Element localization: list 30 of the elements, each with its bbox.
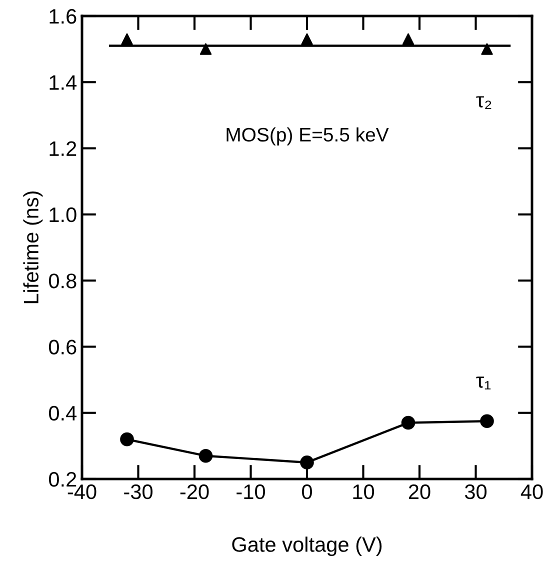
point xyxy=(300,456,314,470)
x-tick-label: -20 xyxy=(180,484,209,500)
point xyxy=(481,43,493,55)
text: τ₂ xyxy=(476,96,492,110)
point xyxy=(301,33,313,45)
x-tick-label: 40 xyxy=(520,484,543,500)
x-axis-title: Gate voltage (V) xyxy=(232,536,382,556)
y-axis-title: Lifetime (ns) xyxy=(23,191,43,304)
y-tick-label: 0.6 xyxy=(48,340,76,354)
y-tick-label: 1.6 xyxy=(50,9,76,24)
y-tick-label: 0.8 xyxy=(48,274,76,288)
y-tick-label: 0.4 xyxy=(48,406,77,421)
point xyxy=(198,448,213,463)
point xyxy=(480,414,494,428)
series-label: τ₁ xyxy=(476,376,491,390)
point xyxy=(200,43,212,55)
point xyxy=(402,33,414,45)
x-tick-label: 0 xyxy=(302,484,312,500)
x-tick-label: 10 xyxy=(353,484,374,500)
y-tick-label: 1.2 xyxy=(50,141,76,156)
x-tick-label: 20 xyxy=(408,484,430,500)
x-tick-label: 30 xyxy=(464,484,487,500)
annotation: MOS(p) E=5.5 keV xyxy=(226,127,389,146)
point xyxy=(401,416,416,430)
y-tick-label: 1.4 xyxy=(50,75,77,90)
x-tick-label: -10 xyxy=(236,484,265,500)
x-tick-label: -30 xyxy=(124,484,152,500)
point xyxy=(121,33,133,45)
point xyxy=(120,432,134,446)
y-tick-label: 1.0 xyxy=(50,207,76,222)
